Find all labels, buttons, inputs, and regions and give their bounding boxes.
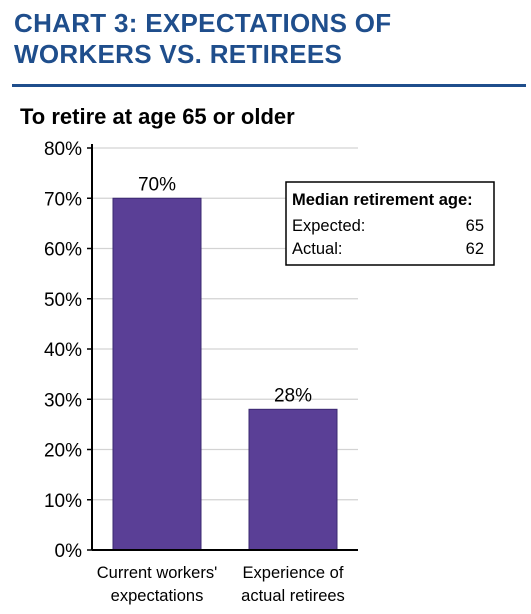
inset-row-value: 62 bbox=[466, 240, 484, 258]
y-tick-label: 10% bbox=[44, 491, 82, 512]
median-age-box: Median retirement age: Expected: 65 Actual:… bbox=[285, 181, 495, 266]
y-tick-label: 20% bbox=[44, 441, 82, 462]
y-tick-label: 50% bbox=[44, 290, 82, 311]
y-tick-label: 30% bbox=[44, 390, 82, 411]
chart-title: To retire at age 65 or older bbox=[20, 104, 295, 129]
bar bbox=[112, 197, 202, 551]
y-tick-label: 60% bbox=[44, 240, 82, 261]
y-tick-label: 40% bbox=[44, 340, 82, 361]
heading-line-2: WORKERS VS. RETIREES bbox=[14, 39, 343, 69]
y-tick-label: 70% bbox=[44, 189, 82, 210]
x-category-label: actual retirees bbox=[241, 587, 345, 605]
page-heading: CHART 3: EXPECTATIONS OF WORKERS VS. RET… bbox=[14, 8, 514, 70]
bar bbox=[248, 408, 338, 551]
x-category-label: Current workers' bbox=[97, 564, 218, 582]
inset-row-label: Expected: bbox=[292, 217, 365, 235]
inset-box-frame bbox=[285, 181, 495, 266]
x-category-label: expectations bbox=[111, 587, 204, 605]
y-tick-label: 0% bbox=[55, 541, 83, 562]
bar-value-label: 70% bbox=[138, 174, 176, 195]
inset-row-label: Actual: bbox=[292, 240, 342, 258]
bar-value-label: 28% bbox=[274, 385, 312, 406]
x-category-label: Experience of bbox=[243, 564, 344, 582]
y-tick-label: 80% bbox=[44, 139, 82, 160]
axes bbox=[87, 144, 358, 551]
inset-box-title: Median retirement age: bbox=[292, 191, 473, 209]
inset-row-value: 65 bbox=[466, 217, 484, 235]
heading-divider bbox=[12, 84, 526, 87]
labels: 0% 10% 20% 30% 40% 50% 60% 70% 80% 70% Current wor… bbox=[44, 139, 345, 605]
heading-line-1: CHART 3: EXPECTATIONS OF bbox=[14, 8, 392, 38]
